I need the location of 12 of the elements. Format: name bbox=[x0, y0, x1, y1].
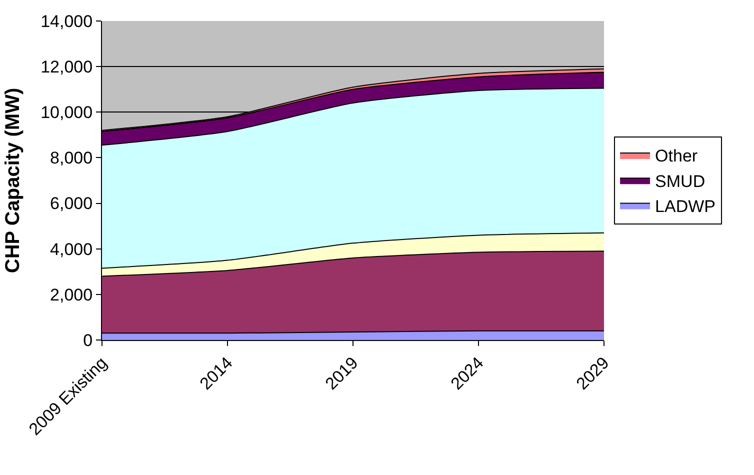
legend-label: Other bbox=[655, 146, 698, 166]
y-tick-label: 6,000 bbox=[50, 194, 93, 214]
y-tick-label: 0 bbox=[83, 330, 93, 350]
y-axis-title: CHP Capacity (MW) bbox=[2, 88, 24, 274]
y-tick-label: 4,000 bbox=[50, 240, 93, 259]
legend-label: SMUD bbox=[655, 172, 706, 191]
y-tick-label: 14,000 bbox=[40, 12, 93, 31]
y-tick-label: 10,000 bbox=[40, 103, 93, 122]
y-tick-label: 12,000 bbox=[40, 58, 93, 77]
y-tick-label: 2,000 bbox=[50, 285, 93, 304]
legend-label: LADWP bbox=[655, 196, 716, 216]
y-tick-label: 8,000 bbox=[50, 148, 93, 168]
